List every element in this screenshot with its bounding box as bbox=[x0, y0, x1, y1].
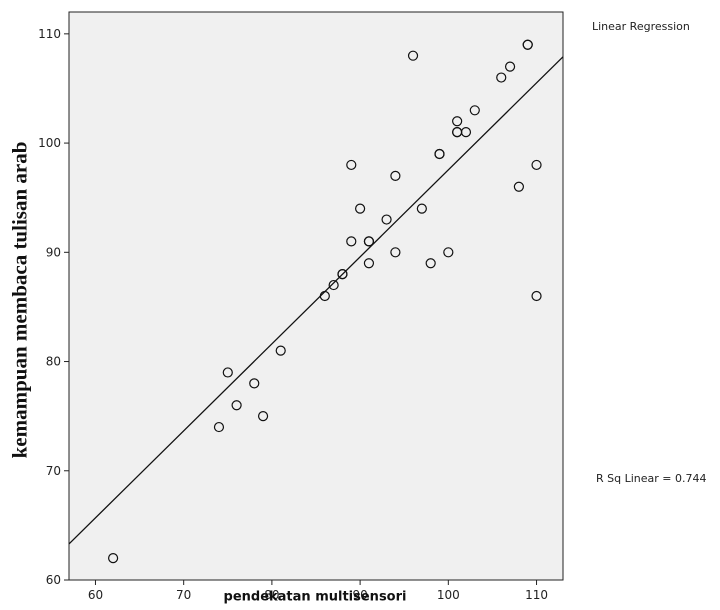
y-tick-label: 60 bbox=[46, 573, 61, 587]
data-point bbox=[416, 203, 427, 214]
y-tick-label: 90 bbox=[46, 245, 61, 259]
data-point bbox=[496, 72, 507, 83]
data-point bbox=[249, 378, 260, 389]
data-point bbox=[222, 367, 233, 378]
x-axis: 60 70 80 90 100 110 bbox=[88, 580, 548, 602]
data-point bbox=[346, 159, 357, 171]
fit-line-label: Linear Regression bbox=[592, 20, 690, 33]
data-point bbox=[319, 290, 330, 302]
x-tick-label: 70 bbox=[176, 588, 191, 602]
data-point bbox=[363, 258, 375, 269]
x-tick-label: 80 bbox=[264, 588, 279, 602]
data-point bbox=[531, 159, 542, 171]
data-point bbox=[513, 181, 524, 192]
plot-area bbox=[68, 11, 564, 581]
data-point bbox=[231, 400, 242, 411]
r-squared-label: R Sq Linear = 0.744 bbox=[596, 472, 707, 485]
x-tick-label: 90 bbox=[352, 588, 367, 602]
data-point bbox=[390, 247, 401, 258]
x-tick-label: 60 bbox=[88, 588, 103, 602]
data-point bbox=[522, 39, 533, 50]
y-axis: 60 70 80 90 100 110 bbox=[38, 27, 69, 587]
x-tick-label: 100 bbox=[437, 588, 460, 602]
data-point bbox=[425, 258, 436, 269]
data-point bbox=[469, 105, 480, 116]
y-tick-label: 80 bbox=[46, 355, 61, 369]
data-points bbox=[108, 39, 542, 564]
data-point bbox=[213, 421, 225, 433]
data-point bbox=[390, 170, 401, 181]
data-point bbox=[407, 50, 419, 61]
data-point bbox=[363, 236, 375, 247]
data-point bbox=[434, 148, 445, 160]
x-axis-title: pendekatan multisensori bbox=[223, 589, 407, 605]
regression-line bbox=[68, 56, 564, 545]
data-point bbox=[337, 269, 348, 280]
data-point bbox=[355, 203, 366, 214]
y-axis-title: kemampuan membaca tulisan arab bbox=[7, 141, 32, 459]
data-point bbox=[452, 116, 463, 127]
y-tick-label: 110 bbox=[38, 27, 61, 41]
data-point bbox=[504, 61, 516, 72]
data-point bbox=[346, 236, 357, 247]
x-tick-label: 110 bbox=[525, 588, 548, 602]
data-point bbox=[460, 127, 472, 138]
data-point bbox=[531, 290, 542, 302]
y-tick-label: 70 bbox=[46, 464, 61, 478]
y-tick-label: 100 bbox=[38, 136, 61, 150]
data-point bbox=[257, 411, 269, 422]
data-point bbox=[381, 214, 392, 225]
data-point bbox=[328, 279, 339, 291]
data-point bbox=[108, 553, 119, 564]
data-point bbox=[275, 345, 286, 356]
data-point bbox=[443, 247, 454, 258]
